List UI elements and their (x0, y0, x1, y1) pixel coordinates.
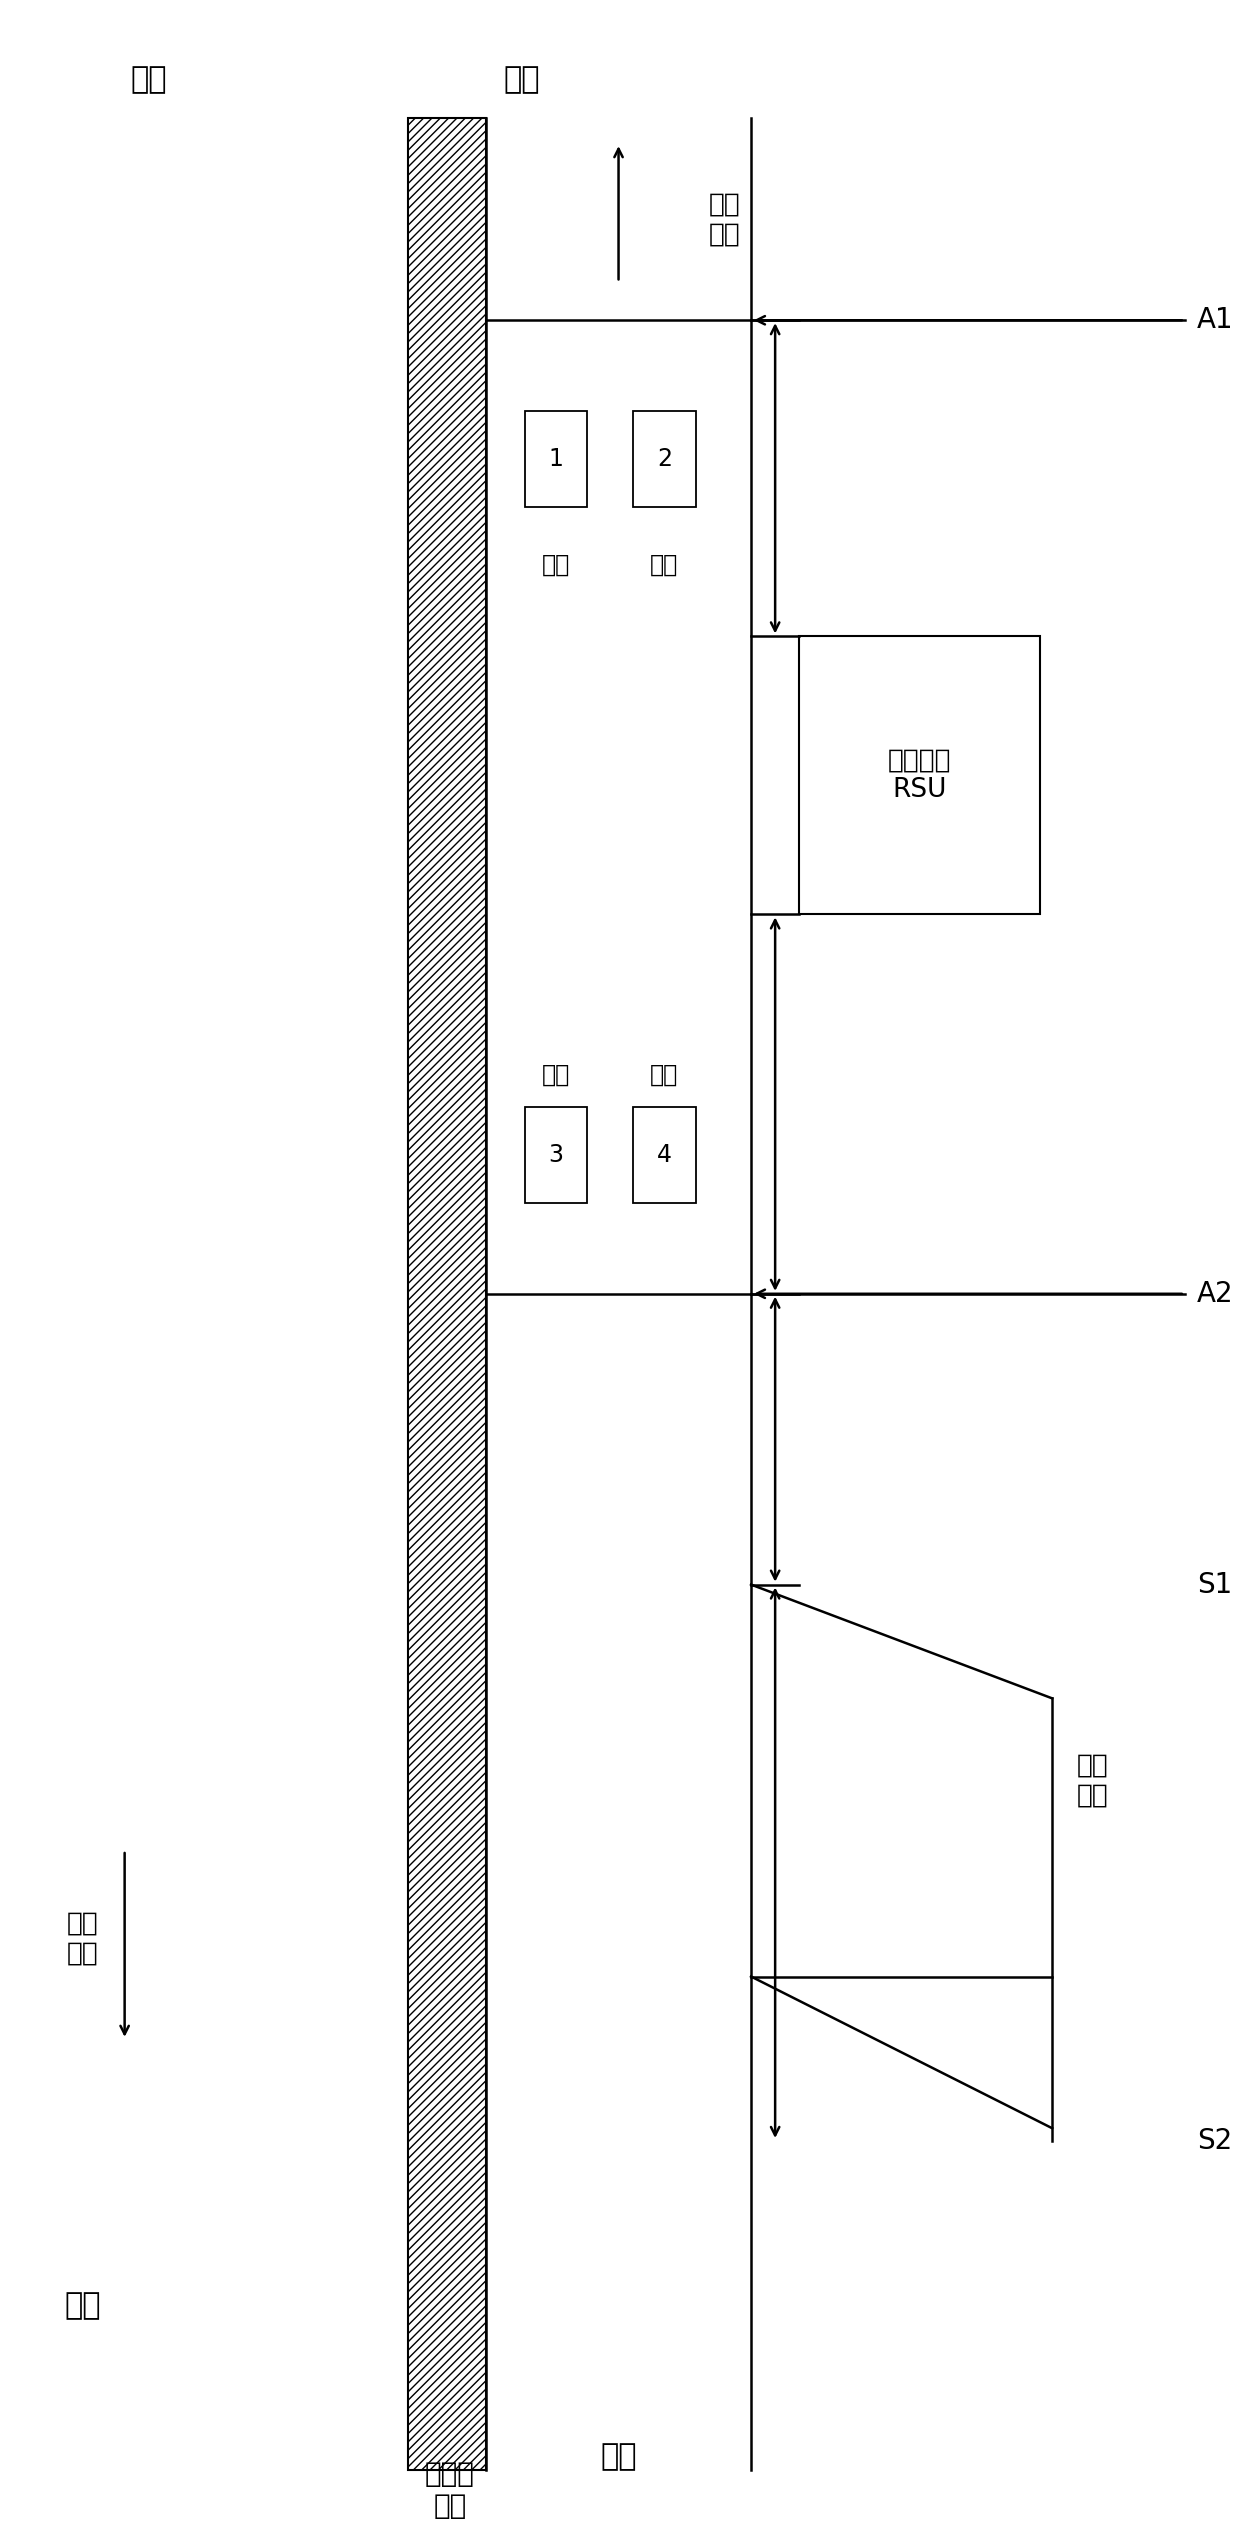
Text: 1: 1 (548, 447, 563, 472)
Text: 4: 4 (657, 1142, 672, 1167)
Text: 上游: 上游 (600, 2443, 637, 2471)
Text: 下游: 下游 (64, 2291, 100, 2319)
Text: S1: S1 (1197, 1570, 1233, 1598)
Text: 地磁: 地磁 (650, 1063, 678, 1086)
Bar (632, 411, 696, 507)
Bar (800, 637, 1040, 913)
Text: 路侧单元
RSU: 路侧单元 RSU (888, 748, 951, 804)
Bar (408, 117, 486, 2469)
Text: 上游: 上游 (130, 66, 167, 94)
Text: 车流
方向: 车流 方向 (67, 1910, 98, 1966)
Text: 地磁: 地磁 (542, 553, 570, 576)
Text: 出口
匝道: 出口 匝道 (1076, 1753, 1109, 1809)
Text: 地磁: 地磁 (542, 1063, 570, 1086)
Text: 中央分
隔带: 中央分 隔带 (425, 2461, 475, 2519)
Text: 2: 2 (657, 447, 672, 472)
Bar (525, 1106, 588, 1203)
Text: 地磁: 地磁 (650, 553, 678, 576)
Text: 下游: 下游 (503, 66, 541, 94)
Text: S2: S2 (1197, 2126, 1233, 2154)
Text: A1: A1 (1197, 307, 1234, 335)
Bar (525, 411, 588, 507)
Text: A2: A2 (1197, 1279, 1234, 1307)
Text: 3: 3 (548, 1142, 563, 1167)
Bar (632, 1106, 696, 1203)
Text: 车流
方向: 车流 方向 (709, 190, 740, 246)
